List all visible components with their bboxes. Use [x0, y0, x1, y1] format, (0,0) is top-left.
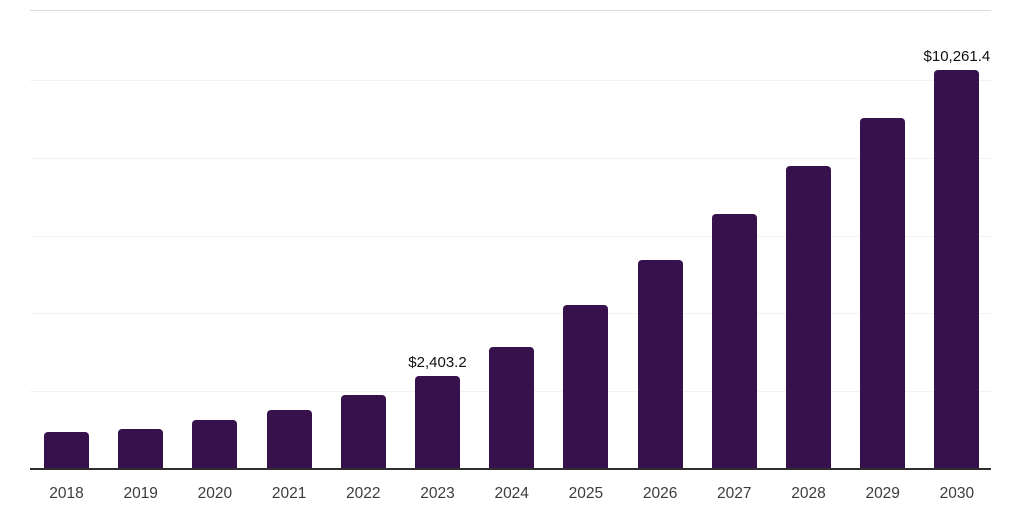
x-tick-label-2025: 2025 [568, 485, 604, 502]
x-tick-label-2018: 2018 [49, 485, 84, 502]
x-tick-label-2022: 2022 [346, 485, 381, 502]
x-tick-label-2030: 2030 [939, 485, 975, 502]
bar-2021 [266, 410, 312, 469]
x-tick-label-2023: 2023 [420, 485, 455, 502]
x-axis-line [30, 468, 991, 470]
bar-2018 [44, 432, 89, 469]
x-tick-label-2024: 2024 [494, 485, 529, 502]
bar-2019 [118, 428, 164, 469]
bar-2022 [340, 395, 386, 469]
bar-2024 [489, 347, 535, 469]
x-tick-label-2026: 2026 [642, 485, 678, 502]
bar-2025 [563, 304, 609, 469]
x-tick-label-2021: 2021 [271, 485, 307, 502]
gridline-6000 [30, 236, 991, 237]
bar-2030 [934, 69, 980, 469]
gridline-8000 [30, 158, 991, 159]
x-tick-label-2029: 2029 [865, 485, 900, 502]
gridline-10000 [30, 80, 991, 81]
x-tick-label-2028: 2028 [791, 485, 826, 502]
bar-2020 [192, 419, 238, 469]
bar-2026 [637, 260, 683, 469]
bar-2023 [415, 375, 460, 469]
bar-2029 [860, 117, 906, 469]
x-tick-label-2027: 2027 [717, 485, 752, 502]
bar-2028 [786, 166, 831, 469]
x-tick-label-2019: 2019 [123, 485, 158, 502]
x-tick-label-2020: 2020 [197, 485, 233, 502]
bar-value-label-2023: $2,403.2 [408, 353, 467, 371]
chart-top-border [30, 10, 991, 11]
gridline-4000 [30, 313, 991, 314]
bar-value-label-2030: $10,261.4 [923, 47, 991, 65]
bar-2027 [711, 213, 757, 469]
